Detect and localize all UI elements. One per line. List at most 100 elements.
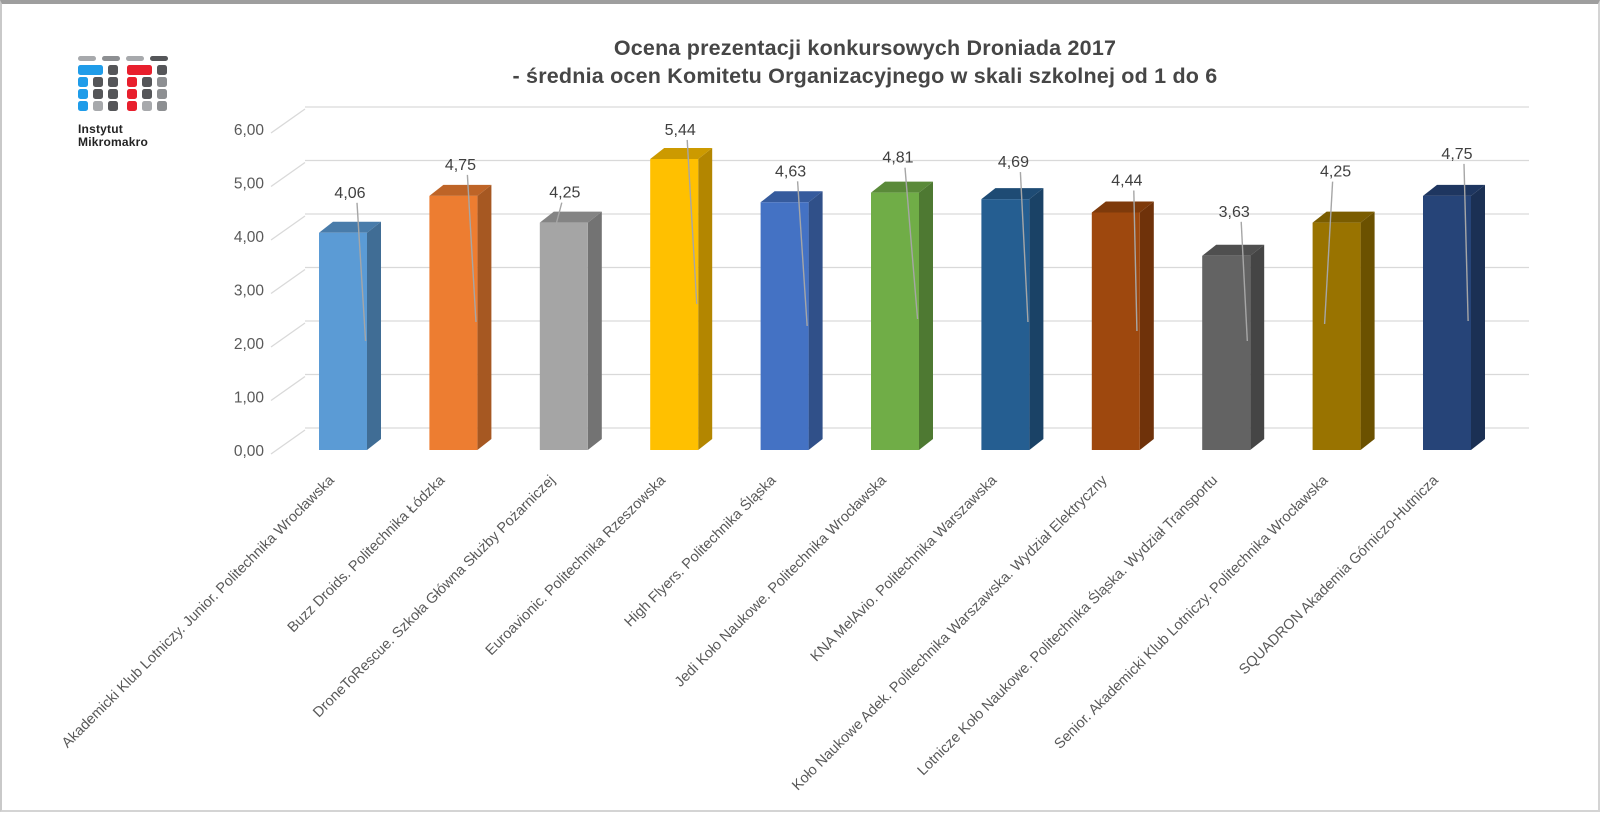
bar-top-face xyxy=(1091,201,1154,213)
bar-value-label: 5,44 xyxy=(665,122,696,139)
bar-top-face xyxy=(650,147,713,159)
y-axis-tick xyxy=(270,375,306,402)
logo-dot xyxy=(78,65,103,75)
bar-top-face xyxy=(429,184,492,196)
y-axis-tick xyxy=(270,108,306,134)
logo-dot xyxy=(108,101,118,111)
bar-top-face xyxy=(981,188,1044,200)
logo-dot xyxy=(78,56,96,61)
bar-front-face xyxy=(1312,222,1361,450)
logo-text-line2: Mikromakro xyxy=(78,135,149,149)
y-axis-label: 2,00 xyxy=(234,336,265,353)
category-label: Euroavionic. Politechnika Rzeszowska xyxy=(483,472,670,659)
y-axis-label: 4,00 xyxy=(234,229,265,246)
logo-dot xyxy=(157,89,167,99)
logo-dot xyxy=(142,77,152,87)
category-label: KNA MelAvio. Politechnika Warszawska xyxy=(808,472,1001,665)
leader-line xyxy=(1323,181,1334,325)
bar-front-face xyxy=(760,202,809,450)
bar-side-face xyxy=(367,221,381,450)
bar-value-label: 4,69 xyxy=(998,154,1029,171)
logo-dot xyxy=(157,77,167,87)
bar-column xyxy=(1312,211,1375,450)
bar-front-face xyxy=(871,192,919,451)
bar-front-face xyxy=(650,158,699,450)
bar-column xyxy=(1202,244,1265,450)
bar-top-face xyxy=(1312,211,1375,223)
leader-line xyxy=(796,181,808,327)
y-axis-label: 6,00 xyxy=(234,122,265,139)
chart-title-line1: Ocena prezentacji konkursowych Droniada … xyxy=(613,36,1117,60)
bar-side-face xyxy=(587,211,602,450)
leader-line xyxy=(1240,221,1249,342)
logo-dot xyxy=(127,65,152,75)
bar-front-face xyxy=(539,222,588,450)
bar-value-label: 4,25 xyxy=(1320,164,1351,181)
category-label: DroneToRescue. Szkoła Główna Służby Poża… xyxy=(310,473,558,721)
leader-line xyxy=(686,139,698,305)
logo-dot xyxy=(93,77,103,87)
y-axis-tick xyxy=(270,161,306,188)
bar-top-face xyxy=(871,181,933,193)
bar-value-label: 4,75 xyxy=(445,157,476,174)
y-axis-label: 0,00 xyxy=(234,443,265,460)
y-axis-label: 3,00 xyxy=(234,283,265,300)
bar-top-face xyxy=(1423,184,1485,196)
bar-column xyxy=(981,188,1044,450)
bar-column xyxy=(539,211,602,450)
leader-line xyxy=(1463,163,1469,322)
bar-side-face xyxy=(477,184,492,450)
bar-top-face xyxy=(1202,244,1265,256)
y-axis-label: 1,00 xyxy=(234,390,265,407)
bar-side-face xyxy=(1139,201,1154,450)
logo-dot xyxy=(157,101,167,111)
y-axis-tick xyxy=(270,322,306,348)
bar-side-face xyxy=(919,181,933,451)
logo-dot xyxy=(127,101,137,111)
logo-dot xyxy=(78,77,88,87)
y-axis-tick xyxy=(270,429,306,455)
bar-column xyxy=(871,181,933,451)
bar-chart: 0,00 1,00 2,00 3,00 4,00 5,00 6,00 4,06 4,75 4,25… xyxy=(59,106,1529,794)
bar-column xyxy=(429,184,492,450)
bar-side-face xyxy=(1471,184,1485,450)
y-axis-tick xyxy=(270,215,306,241)
logo-dot xyxy=(142,101,152,111)
bar-value-label: 4,25 xyxy=(549,185,580,202)
logo-dot xyxy=(127,89,137,99)
bar-front-face xyxy=(1091,212,1140,450)
logo-grid-icon xyxy=(78,56,168,111)
bar-side-face xyxy=(698,147,713,450)
bar-side-face xyxy=(1360,211,1375,450)
bar-value-label: 4,75 xyxy=(1441,146,1472,163)
bar-front-face xyxy=(1202,255,1251,450)
bar-value-label: 4,63 xyxy=(775,163,806,180)
y-axis-tick xyxy=(270,268,306,295)
instytut-mikromakro-logo: Instytut Mikromakro xyxy=(78,56,198,149)
leader-line xyxy=(904,167,919,320)
category-label: Jedi Koło Naukowe. Politechnika Wrocławs… xyxy=(672,472,891,691)
bar-top-face xyxy=(760,191,823,203)
leader-line xyxy=(554,202,563,227)
bar-column xyxy=(650,147,713,450)
logo-dot xyxy=(108,65,118,75)
leader-line xyxy=(466,174,477,323)
leader-line xyxy=(356,202,367,342)
bar-front-face xyxy=(429,195,478,450)
bar-value-label: 4,81 xyxy=(882,150,913,167)
logo-dot xyxy=(108,89,118,99)
bar-front-face xyxy=(981,199,1030,450)
logo-dot xyxy=(157,65,167,75)
logo-dot xyxy=(127,77,137,87)
logo-text-line1: Instytut xyxy=(78,122,123,136)
bar-value-label: 4,06 xyxy=(334,185,365,202)
bar-column xyxy=(760,191,823,451)
logo-dot xyxy=(108,77,118,87)
leader-line xyxy=(1133,190,1138,332)
y-axis-label: 5,00 xyxy=(234,176,265,193)
bar-column xyxy=(319,221,381,450)
logo-dot xyxy=(93,89,103,99)
logo-dot xyxy=(102,56,120,61)
bar-top-face xyxy=(319,221,381,233)
